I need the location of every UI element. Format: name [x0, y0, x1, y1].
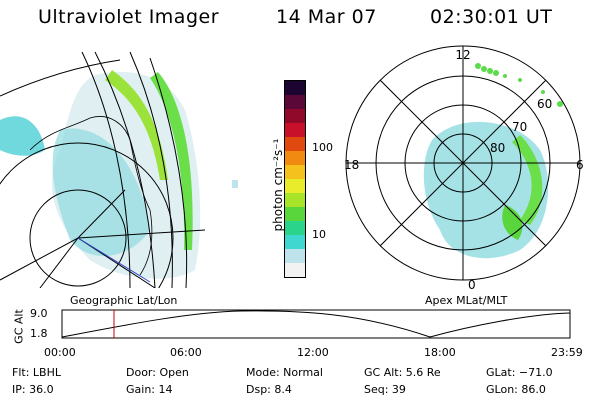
mlt-label-6: 6 [576, 158, 584, 172]
colorbar-segment [285, 235, 305, 249]
status-door: Door: Open [126, 366, 189, 379]
aurora-oval-inner [105, 70, 168, 180]
time-tick-2359: 23:59 [551, 346, 583, 359]
status-flt: Flt: LBHL [12, 366, 61, 379]
lat-label-60: 60 [537, 97, 552, 111]
polar-axis [379, 79, 547, 247]
aurora-haze [51, 71, 201, 279]
colorbar-segment [285, 263, 305, 277]
meridian-line [39, 237, 79, 288]
mlt-label-18: 18 [344, 158, 359, 172]
gc-alt-tick-max: 9.0 [30, 307, 48, 320]
colorbar-tick-100: 100 [312, 141, 333, 154]
meridian-line [129, 51, 173, 288]
time-tick-1200: 12:00 [297, 346, 329, 359]
meridian-line [94, 51, 156, 288]
polar-ring [404, 104, 522, 222]
coastline [29, 116, 153, 276]
colorbar-segment [285, 179, 305, 193]
colorbar-segment [285, 81, 305, 95]
aurora-cyan-patch-2 [0, 116, 45, 156]
aurora-cyan-patch [52, 128, 150, 257]
aurora-oval-band [150, 72, 193, 250]
colorbar-segment [285, 207, 305, 221]
status-glon: GLon: 86.0 [486, 383, 546, 396]
time-label: 02:30:01 UT [430, 6, 553, 28]
mlt-label-12: 12 [455, 48, 470, 62]
polar-ring [375, 75, 551, 251]
time-tick-1800: 18:00 [424, 346, 456, 359]
app-title: Ultraviolet Imager [38, 6, 220, 28]
meridian-line [77, 237, 156, 288]
colorbar-segment [285, 137, 305, 151]
colorbar-segment [285, 221, 305, 235]
colorbar-segment [285, 95, 305, 109]
colorbar-segment [285, 109, 305, 123]
satellite-track [475, 63, 563, 107]
status-mode: Mode: Normal [246, 366, 323, 379]
polar-map-label: Apex MLat/MLT [425, 294, 508, 307]
meridian-line [0, 59, 121, 97]
meridian-line [0, 229, 205, 281]
colorbar-unit-label: photon cm⁻²s⁻¹ [271, 138, 285, 232]
status-ip: IP: 36.0 [12, 383, 54, 396]
polar-aurora [423, 121, 549, 259]
polar-aurora-green-2 [502, 205, 523, 240]
time-tick-0600: 06:00 [170, 346, 202, 359]
colorbar-segment [285, 151, 305, 165]
colorbar [284, 80, 306, 278]
meridian-line [77, 189, 126, 239]
lat-label-80: 80 [490, 141, 505, 155]
status-gain: Gain: 14 [126, 383, 173, 396]
meridian-line [81, 51, 131, 288]
latitude-circle [29, 189, 127, 287]
meridian-line [149, 57, 188, 288]
polar-ring [345, 45, 581, 281]
status-glat: GLat: −71.0 [486, 366, 553, 379]
date-label: 14 Mar 07 [276, 6, 377, 28]
geographic-map-label: Geographic Lat/Lon [70, 294, 178, 307]
time-tick-0000: 00:00 [44, 346, 76, 359]
polar-axis [379, 79, 547, 247]
lat-label-70: 70 [512, 120, 527, 134]
status-dsp: Dsp: 8.4 [246, 383, 292, 396]
small-patch [232, 180, 238, 188]
mlt-label-0: 0 [468, 278, 476, 292]
terminator-line [77, 237, 151, 283]
polar-ring [433, 133, 493, 193]
colorbar-tick-10: 10 [312, 228, 326, 241]
gc-alt-tick-min: 1.8 [30, 327, 48, 340]
status-gc-alt: GC Alt: 5.6 Re [364, 366, 441, 379]
colorbar-segment [285, 165, 305, 179]
colorbar-segment [285, 123, 305, 137]
status-seq: Seq: 39 [364, 383, 406, 396]
polar-aurora-green [512, 135, 543, 225]
altitude-curve [61, 310, 571, 338]
colorbar-segment [285, 249, 305, 263]
gc-alt-axis-label: GC Alt [12, 309, 26, 344]
colorbar-segment [285, 193, 305, 207]
